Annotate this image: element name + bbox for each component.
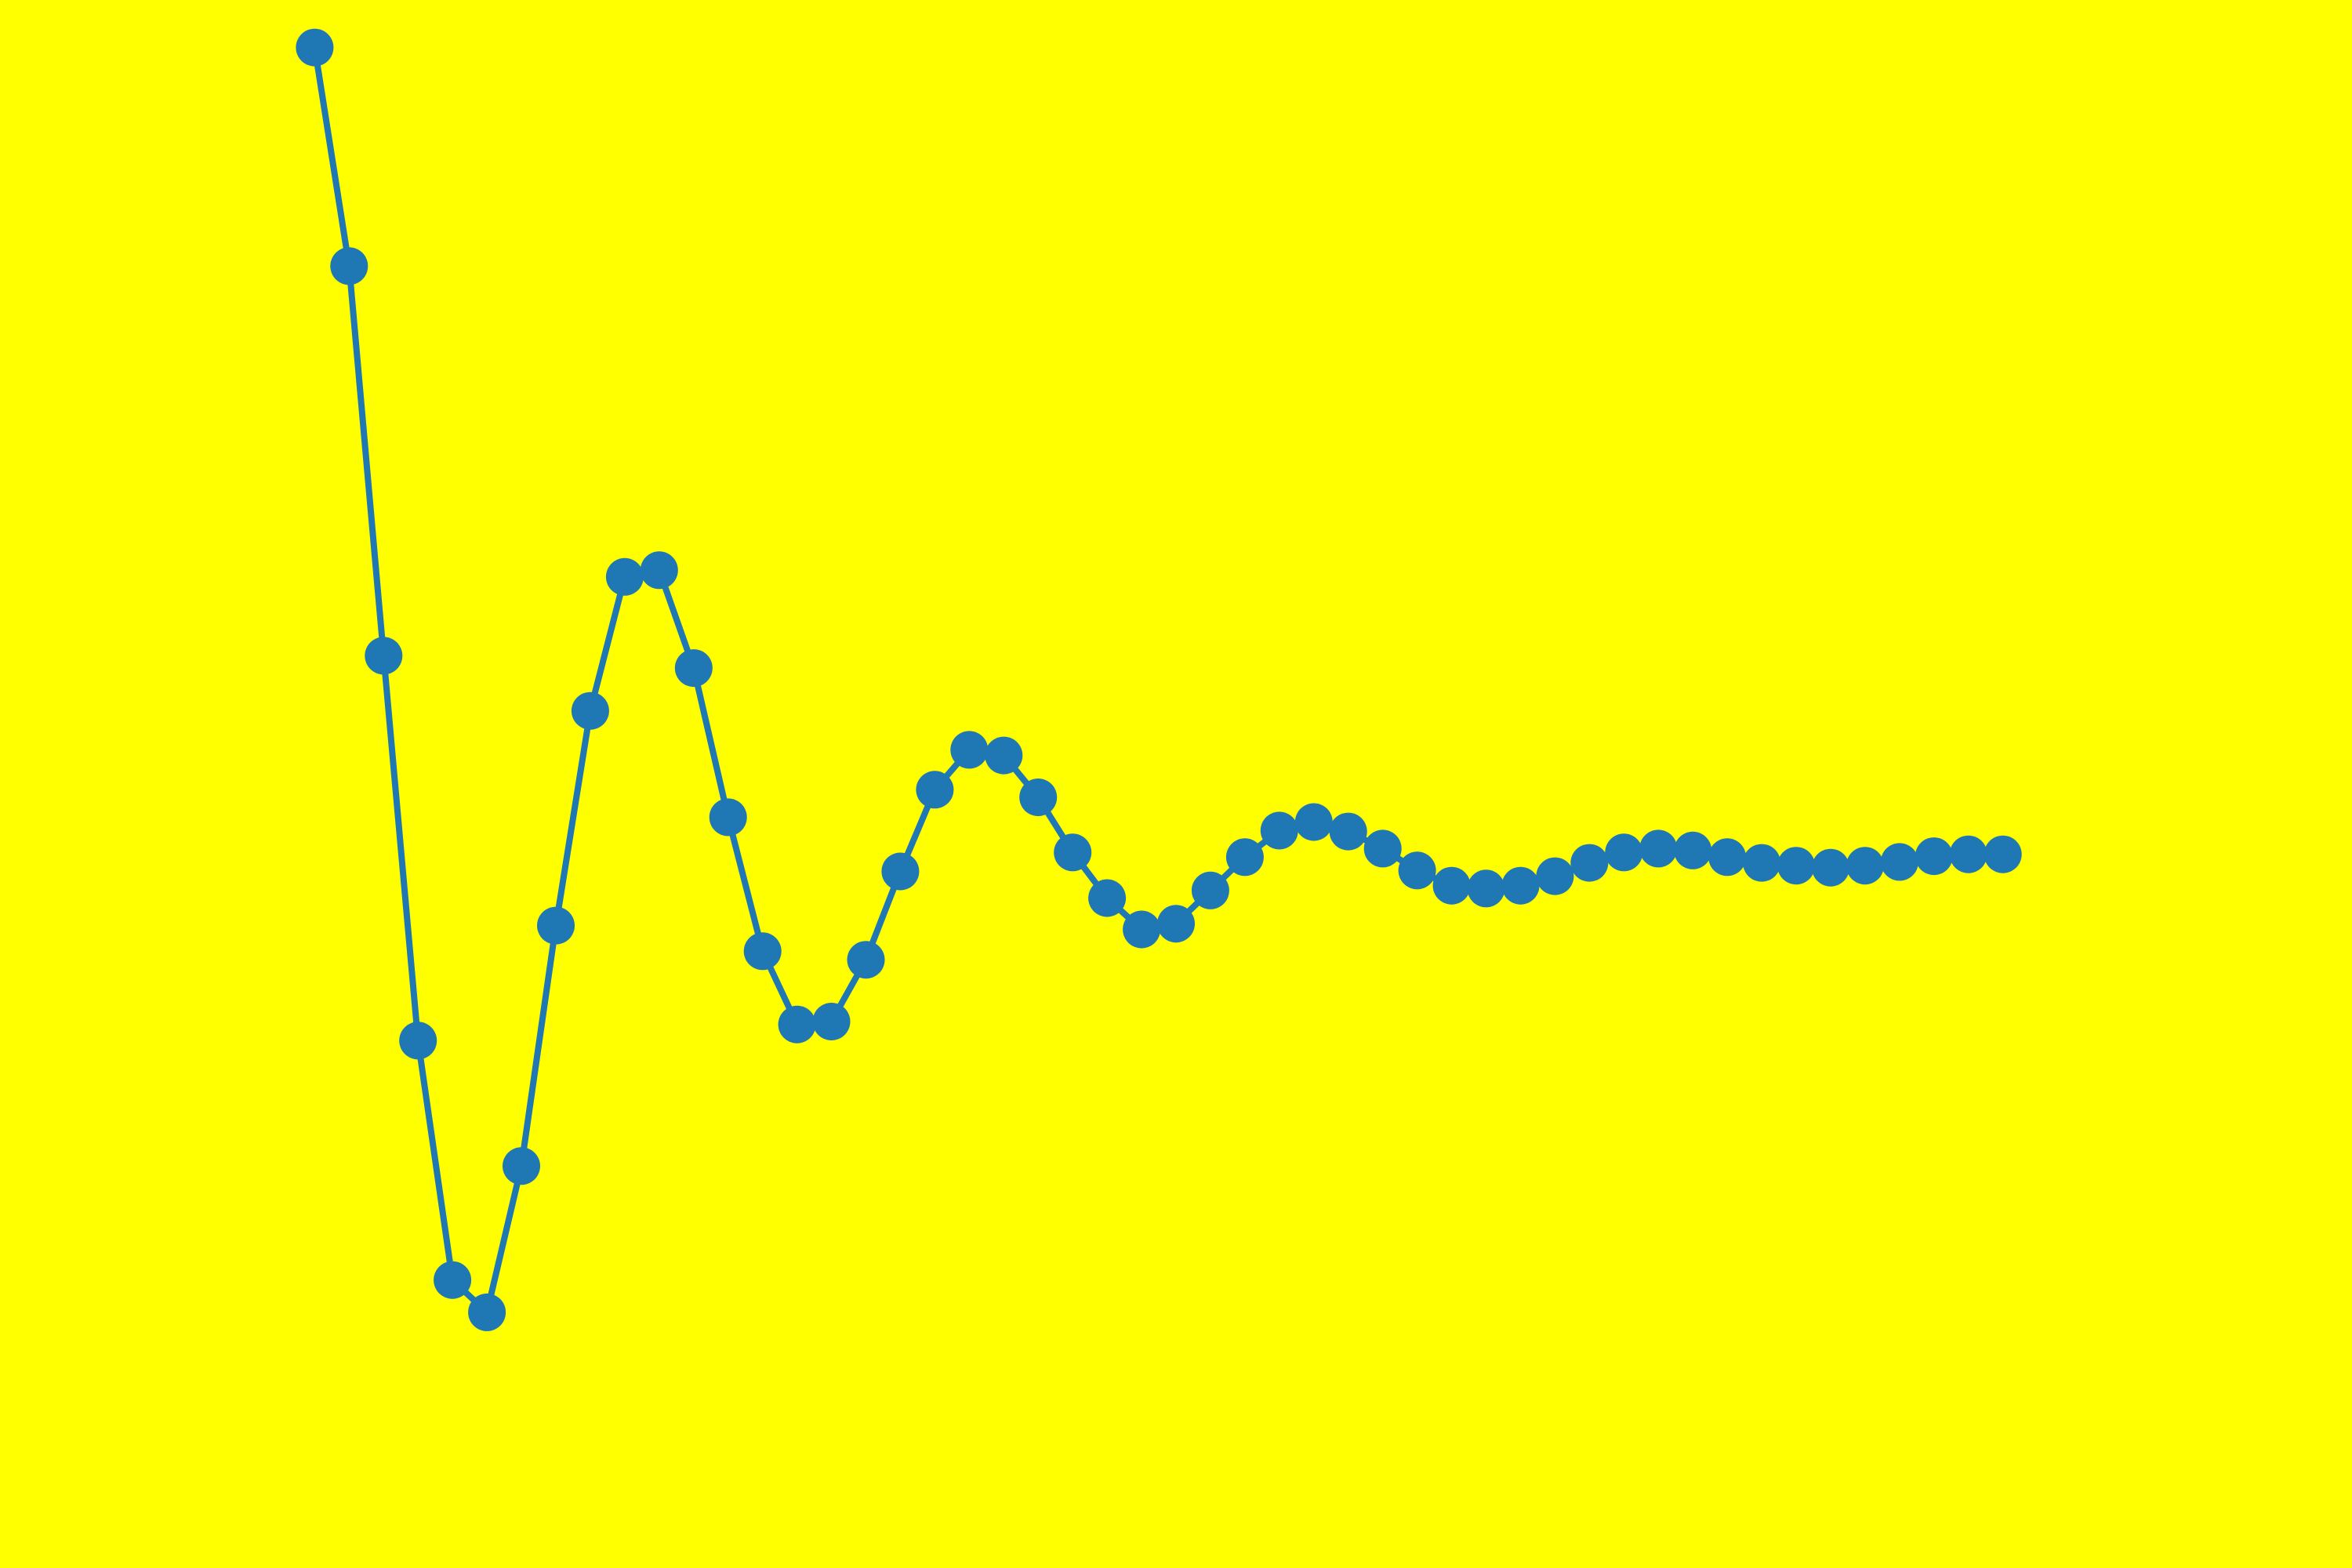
- data-point: [1915, 837, 1953, 876]
- data-point: [1054, 833, 1092, 872]
- data-point: [1432, 866, 1471, 905]
- data-point: [1329, 812, 1367, 851]
- data-point: [434, 1261, 472, 1299]
- data-point: [1088, 879, 1127, 917]
- data-point: [1260, 811, 1298, 850]
- data-point: [1984, 835, 2022, 873]
- data-point: [1674, 831, 1712, 869]
- data-point: [503, 1147, 540, 1185]
- data-point: [1501, 866, 1540, 905]
- data-point: [1708, 838, 1747, 877]
- data-point: [916, 771, 954, 809]
- data-point: [1536, 857, 1574, 895]
- data-point: [1949, 835, 1987, 873]
- data-point: [1157, 905, 1195, 943]
- data-point: [1191, 871, 1229, 909]
- data-point: [1605, 833, 1643, 872]
- data-point: [950, 731, 989, 769]
- data-point: [847, 941, 885, 979]
- data-point: [571, 691, 609, 730]
- data-point: [985, 736, 1023, 775]
- data-point: [1812, 848, 1849, 887]
- data-point: [674, 649, 713, 688]
- data-point: [1846, 847, 1884, 885]
- data-point: [1294, 803, 1333, 841]
- data-point: [1467, 869, 1505, 908]
- data-point: [1225, 838, 1264, 877]
- data-point: [1639, 829, 1678, 868]
- data-point: [537, 906, 575, 945]
- data-point: [778, 1005, 816, 1044]
- data-point: [709, 798, 747, 837]
- data-point: [330, 247, 368, 285]
- data-point: [812, 1003, 851, 1040]
- data-point: [881, 852, 920, 891]
- data-point: [640, 551, 678, 590]
- data-point: [1363, 829, 1402, 868]
- data-point: [1398, 851, 1436, 890]
- data-point: [1123, 910, 1161, 949]
- data-point: [1743, 844, 1781, 882]
- plot-area: [296, 28, 2022, 1331]
- data-point: [1570, 844, 1609, 882]
- data-point: [296, 28, 334, 67]
- data-point: [1777, 847, 1815, 885]
- data-point: [1880, 843, 1918, 881]
- data-point: [743, 932, 782, 971]
- data-point: [399, 1022, 437, 1060]
- data-point: [468, 1293, 506, 1331]
- data-point: [1019, 779, 1058, 816]
- data-point: [365, 637, 403, 675]
- data-point: [605, 557, 644, 596]
